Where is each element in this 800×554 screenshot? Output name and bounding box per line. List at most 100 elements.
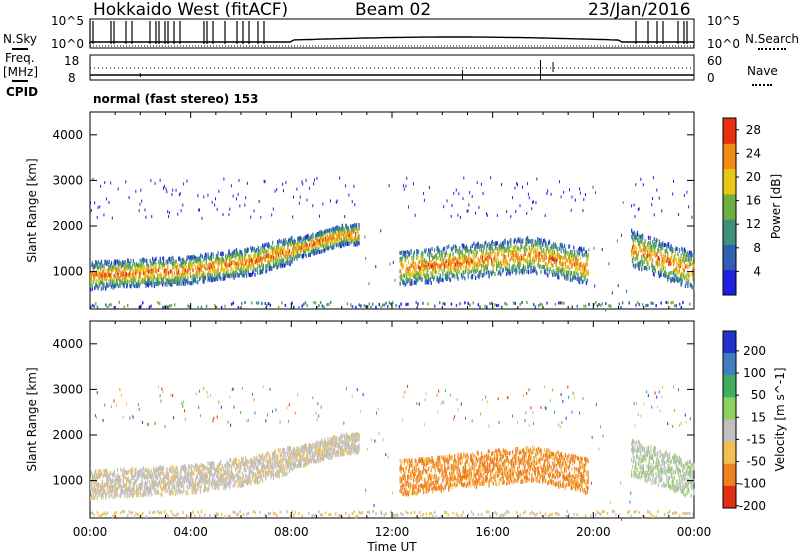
echo-cell (176, 465, 178, 470)
echo-cell (321, 241, 323, 246)
echo-cell (478, 205, 480, 209)
echo-cell (126, 477, 128, 482)
echo-cell (538, 240, 541, 245)
echo-cell (258, 253, 260, 258)
echo-cell (261, 301, 263, 305)
echo-cell (507, 268, 509, 273)
echo-cell (501, 241, 504, 246)
echo-cell (322, 235, 324, 240)
echo-cell (124, 470, 126, 475)
echo-cell (154, 474, 156, 479)
echo-cell (140, 188, 142, 192)
echo-cell (146, 265, 148, 270)
echo-cell (426, 273, 428, 278)
echo-cell (443, 247, 445, 252)
echo-cell (658, 261, 660, 266)
echo-cell (390, 302, 392, 306)
echo-cell (405, 254, 407, 259)
echo-cell (105, 283, 108, 288)
echo-cell (160, 280, 162, 285)
echo-cell (169, 269, 171, 274)
echo-cell (131, 266, 133, 271)
echo-cell (126, 283, 129, 288)
echo-cell (429, 271, 431, 276)
echo-cell (138, 305, 141, 309)
echo-cell (227, 273, 229, 278)
echo-cell (645, 248, 647, 253)
echo-cell (156, 468, 158, 473)
echo-cell (194, 256, 197, 261)
echo-cell (149, 269, 151, 274)
echo-cell (281, 248, 283, 253)
echo-cell (560, 249, 562, 254)
echo-cell (173, 280, 175, 285)
echo-cell (425, 264, 427, 269)
echo-cell (128, 272, 130, 277)
echo-cell (333, 234, 335, 239)
echo-cell (189, 273, 192, 278)
echo-cell (170, 279, 172, 284)
echo-cell (520, 244, 522, 249)
echo-cell (105, 303, 107, 307)
echo-cell (130, 479, 132, 484)
echo-cell (164, 269, 166, 274)
echo-cell (199, 253, 202, 258)
echo-cell (506, 244, 509, 249)
echo-cell (177, 483, 179, 488)
echo-cell (132, 269, 134, 274)
echo-cell (480, 264, 483, 269)
echo-cell (409, 275, 411, 280)
echo-cell (116, 468, 119, 473)
echo-cell (105, 473, 108, 478)
echo-cell (479, 247, 481, 252)
echo-cell (480, 245, 483, 250)
echo-cell (330, 238, 332, 243)
nsky-line-legend (12, 48, 28, 50)
echo-cell (345, 229, 347, 234)
echo-cell (527, 252, 530, 257)
echo-cell (258, 199, 260, 203)
echo-cell (145, 474, 147, 479)
echo-cell (557, 249, 559, 254)
echo-cell (582, 279, 584, 284)
echo-cell (327, 237, 329, 242)
echo-cell (451, 260, 453, 265)
echo-cell (532, 200, 534, 204)
echo-cell (510, 269, 512, 274)
echo-cell (175, 471, 177, 476)
echo-cell (514, 253, 516, 258)
echo-cell (141, 471, 143, 476)
echo-cell (581, 273, 583, 278)
echo-cell (273, 263, 275, 268)
echo-cell (475, 263, 478, 268)
echo-cell (231, 272, 233, 277)
echo-cell (479, 273, 481, 278)
echo-cell (246, 258, 249, 263)
echo-cell (544, 214, 546, 218)
echo-cell (605, 308, 607, 312)
echo-cell (150, 273, 152, 278)
echo-cell (244, 257, 246, 262)
echo-cell (294, 240, 296, 245)
echo-cell (220, 251, 222, 256)
echo-cell (249, 258, 251, 263)
echo-cell (305, 243, 307, 248)
echo-cell (90, 281, 93, 286)
echo-cell (178, 278, 181, 283)
echo-cell (562, 268, 564, 273)
echo-cell (235, 255, 237, 260)
echo-cell (112, 265, 114, 270)
echo-cell (502, 267, 504, 272)
echo-cell (170, 393, 172, 397)
echo-cell (634, 263, 636, 268)
echo-cell (368, 282, 370, 286)
echo-cell (152, 480, 155, 485)
echo-cell (247, 262, 249, 267)
echo-cell (488, 274, 490, 279)
echo-cell (184, 474, 186, 479)
echo-cell (423, 198, 425, 202)
echo-cell (411, 278, 413, 283)
echo-cell (683, 260, 686, 265)
echo-cell (161, 487, 163, 492)
echo-cell (310, 234, 312, 239)
